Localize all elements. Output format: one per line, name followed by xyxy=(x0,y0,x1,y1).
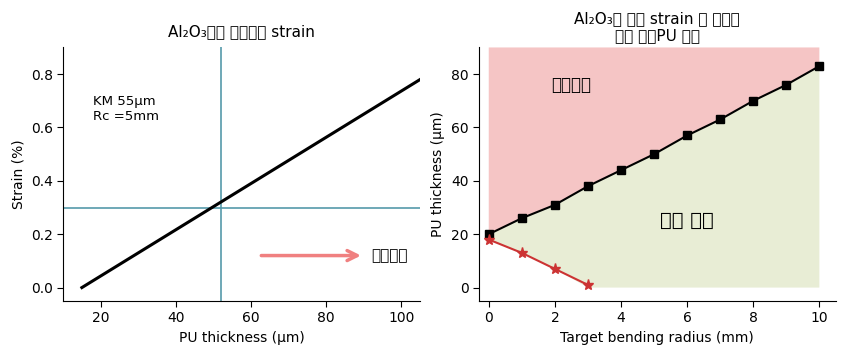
Title: Al₂O₃층에 가해지는 strain: Al₂O₃층에 가해지는 strain xyxy=(169,24,315,40)
Text: 위험범위: 위험범위 xyxy=(371,248,407,263)
Text: 안전 범위: 안전 범위 xyxy=(661,211,714,230)
Polygon shape xyxy=(489,47,819,234)
X-axis label: PU thickness (μm): PU thickness (μm) xyxy=(179,331,304,345)
Polygon shape xyxy=(489,66,819,288)
Y-axis label: PU thickness (μm): PU thickness (μm) xyxy=(431,111,446,237)
Text: 위험범위: 위험범위 xyxy=(551,76,591,94)
Text: KM 55μm
Rc =5mm: KM 55μm Rc =5mm xyxy=(93,95,159,124)
Title: Al₂O₃의 한계 strain 을 고려한
허용 하부PU 두께: Al₂O₃의 한계 strain 을 고려한 허용 하부PU 두께 xyxy=(574,11,740,43)
X-axis label: Target bending radius (mm): Target bending radius (mm) xyxy=(561,331,754,345)
Y-axis label: Strain (%): Strain (%) xyxy=(11,139,25,209)
